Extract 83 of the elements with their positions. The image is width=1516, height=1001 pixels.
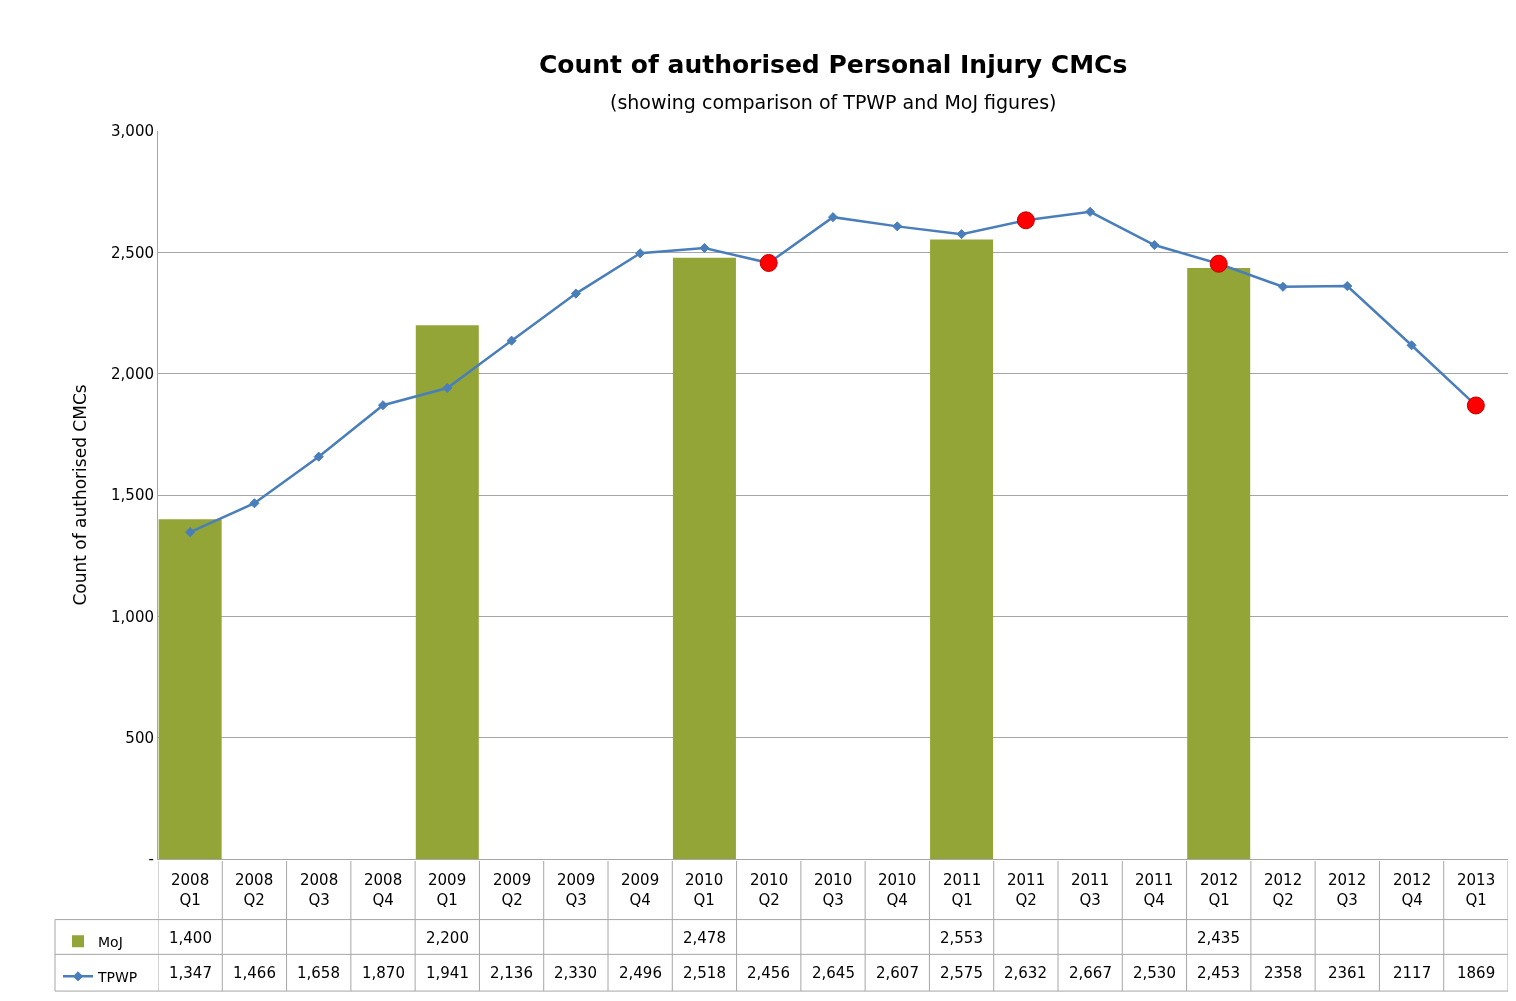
x-tick-label: 2009 Q1: [428, 871, 467, 909]
x-tick-label: 2009 Q4: [621, 871, 660, 909]
bar: [415, 325, 479, 859]
x-tick-label: 2012 Q3: [1328, 871, 1367, 909]
point: [827, 212, 839, 223]
point: [699, 242, 710, 254]
x-tick-label: 2008 Q2: [235, 871, 274, 909]
point: [892, 221, 903, 232]
point: [377, 400, 389, 411]
point: [759, 254, 778, 272]
point: [1149, 240, 1160, 251]
bar: [1187, 268, 1251, 859]
x-tick-label: 2012 Q4: [1393, 871, 1432, 909]
y-tick-label: 2,000: [111, 364, 154, 383]
x-tick-label: 2008 Q1: [171, 871, 210, 909]
x-tick-label: 2010 Q2: [750, 871, 789, 909]
data-label: 2,478: [683, 929, 726, 947]
data-label: 1,347: [169, 964, 212, 982]
y-tick-label: 1,000: [111, 607, 154, 626]
y-axis-title: Count of authorised CMCs: [69, 384, 90, 606]
data-label: 1,658: [297, 964, 340, 982]
legend-label: TPWP: [97, 968, 138, 985]
y-tick-label: 1,500: [111, 486, 154, 505]
x-tick-label: 2011 Q1: [943, 871, 982, 909]
x-tick-label: 2008 Q4: [364, 871, 403, 909]
y-tick-label: 2,500: [111, 243, 154, 262]
data-label: 2,200: [426, 929, 469, 947]
x-tick-label: 2009 Q3: [557, 871, 596, 909]
data-label: 2361: [1328, 964, 1367, 982]
x-tick-label: 2009 Q2: [493, 871, 532, 909]
chart-subtitle: (showing comparison of TPWP and MoJ figures): [610, 91, 1057, 113]
point: [956, 229, 967, 240]
data-label: 2,496: [619, 964, 662, 982]
x-tick-label: 2010 Q1: [685, 871, 724, 909]
data-label: 1,870: [362, 964, 405, 982]
point: [1342, 281, 1353, 292]
point: [313, 451, 324, 462]
x-tick-label: 2012 Q1: [1200, 871, 1239, 909]
data-label: 2358: [1264, 964, 1303, 982]
data-label: 1,466: [233, 964, 276, 982]
data-label: 2,575: [940, 964, 983, 982]
data-label: 2,435: [1197, 929, 1240, 947]
y-tick-label: 3,000: [111, 122, 154, 141]
data-label: 1,941: [426, 964, 469, 982]
point: [442, 382, 453, 394]
point: [249, 498, 260, 509]
data-label: 2,518: [683, 964, 726, 982]
bar: [672, 257, 736, 859]
y-tick-label: 500: [125, 728, 154, 747]
data-label: 2,667: [1069, 964, 1112, 982]
data-label: 2,607: [876, 964, 919, 982]
point: [506, 335, 517, 346]
data-label: 2,530: [1133, 964, 1176, 982]
bar: [930, 239, 994, 859]
data-label: 2,453: [1197, 964, 1240, 982]
point: [1466, 396, 1485, 415]
data-label: 1,400: [169, 929, 212, 947]
data-label: 2,330: [554, 964, 597, 982]
data-label: 2,632: [1004, 964, 1047, 982]
x-tick-label: 2010 Q3: [814, 871, 853, 909]
x-tick-label: 2011 Q4: [1135, 871, 1174, 909]
data-label: 2,645: [812, 964, 855, 982]
x-tick-label: 2012 Q2: [1264, 871, 1303, 909]
x-tick-label: 2011 Q2: [1007, 871, 1046, 909]
x-tick-label: 2013 Q1: [1457, 871, 1496, 909]
data-label: 2,553: [940, 929, 983, 947]
point: [1209, 254, 1228, 273]
data-label: 1869: [1457, 964, 1496, 982]
y-tick-label: -: [148, 850, 154, 869]
point: [185, 527, 196, 538]
x-tick-label: 2011 Q3: [1071, 871, 1110, 909]
legend-label: MoJ: [98, 933, 123, 950]
point: [1016, 211, 1035, 230]
data-label: 2117: [1393, 964, 1432, 982]
chart-title: Count of authorised Personal Injury CMCs: [539, 50, 1128, 79]
data-label: 2,136: [490, 964, 533, 982]
point: [570, 288, 581, 299]
point: [1406, 340, 1417, 351]
x-tick-label: 2008 Q3: [300, 871, 339, 909]
data-label: 2,456: [747, 964, 790, 982]
bar: [158, 519, 222, 859]
point: [1085, 206, 1096, 217]
x-tick-label: 2010 Q4: [878, 871, 917, 909]
